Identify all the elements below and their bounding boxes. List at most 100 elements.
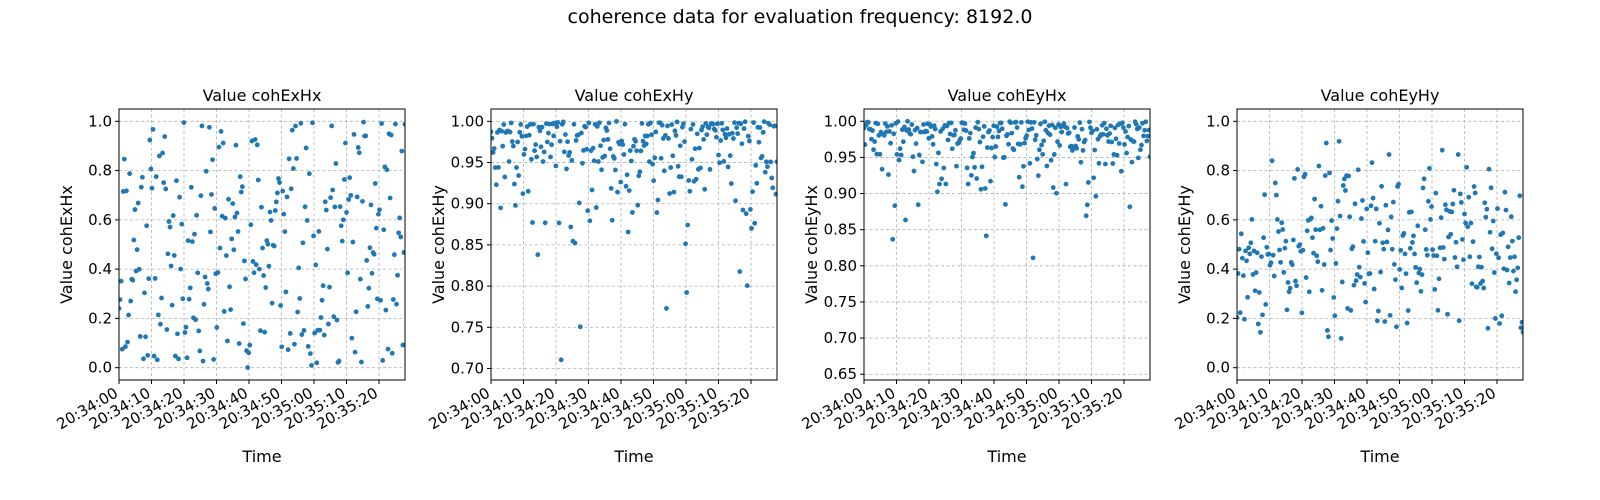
data-point [240,321,246,327]
data-point [1487,229,1493,235]
data-point [1279,220,1285,226]
data-point [1404,320,1410,326]
data-point [1246,245,1252,251]
data-point [399,148,405,154]
data-point [567,149,573,155]
data-point [1009,130,1015,136]
data-point [385,346,391,352]
data-point [1239,255,1245,261]
data-point [297,296,303,301]
data-point [1017,141,1023,147]
data-point [183,324,189,330]
data-point [493,182,499,188]
data-point [518,122,524,127]
data-point [359,359,364,365]
data-point [1034,156,1040,162]
data-point [584,146,590,152]
data-point [329,123,335,129]
data-point [1419,272,1425,278]
data-point [159,295,164,301]
data-point [515,139,520,145]
data-point [354,194,360,200]
data-point [1458,200,1464,205]
axes-frame [118,108,406,381]
y-tick-label: 0.85 [451,236,484,254]
data-point [162,134,168,140]
data-point [1327,170,1332,176]
data-point [301,328,307,333]
data-point [1488,185,1494,191]
data-point [1396,181,1402,187]
data-point [227,284,232,290]
data-point [531,121,536,127]
subplot-1: 0.00.20.40.60.81.020:34:0020:34:1020:34:… [54,86,406,466]
data-point [589,187,595,193]
data-point [535,252,541,258]
data-point [930,141,936,147]
data-point [124,188,129,194]
data-point [1462,211,1467,217]
data-point [333,161,339,166]
data-point [1013,119,1019,125]
data-point [1336,138,1342,144]
data-point [201,301,207,307]
data-point [1362,281,1367,286]
data-point [599,167,604,173]
data-point [915,202,921,208]
data-point [1031,119,1037,125]
data-point [1387,312,1393,318]
data-point [1369,160,1375,166]
data-point [220,140,226,146]
data-point [612,167,618,173]
data-point [214,325,220,330]
data-point [685,222,691,228]
data-point [172,353,178,359]
data-point [751,120,757,125]
data-point [725,164,731,170]
data-point [256,266,262,272]
data-point [532,148,537,154]
data-point [1340,183,1346,188]
data-point [757,125,763,130]
data-point [1425,198,1431,204]
data-point [765,164,770,170]
data-point [158,321,163,327]
data-point [144,223,150,229]
data-point [511,181,517,187]
data-point [987,128,992,133]
data-point [271,243,277,249]
data-point [898,152,904,158]
data-point [689,156,695,162]
data-point [970,154,975,160]
data-point [209,192,214,197]
data-point [696,145,702,151]
data-point [146,276,152,282]
data-point [727,153,733,159]
data-point [316,229,322,234]
y-tick-label: 0.8 [88,162,112,180]
data-point [1253,270,1259,276]
data-point [317,327,323,333]
data-point [1245,294,1251,300]
data-point [945,137,951,143]
data-point [1033,132,1039,138]
data-point [558,357,564,363]
data-point [635,202,641,208]
data-point [210,157,215,163]
data-point [1452,255,1458,260]
data-point [974,176,980,181]
data-point [157,153,162,159]
data-point [182,330,188,335]
data-point [204,281,210,286]
data-point [1237,310,1243,316]
data-point [232,214,238,220]
data-point [1041,138,1047,144]
data-point [231,247,237,253]
data-point [1320,225,1326,231]
data-point [1335,198,1341,204]
data-point [350,239,356,245]
data-point [674,119,680,125]
data-point [979,164,985,170]
data-point [1474,284,1480,290]
data-point [262,329,268,335]
